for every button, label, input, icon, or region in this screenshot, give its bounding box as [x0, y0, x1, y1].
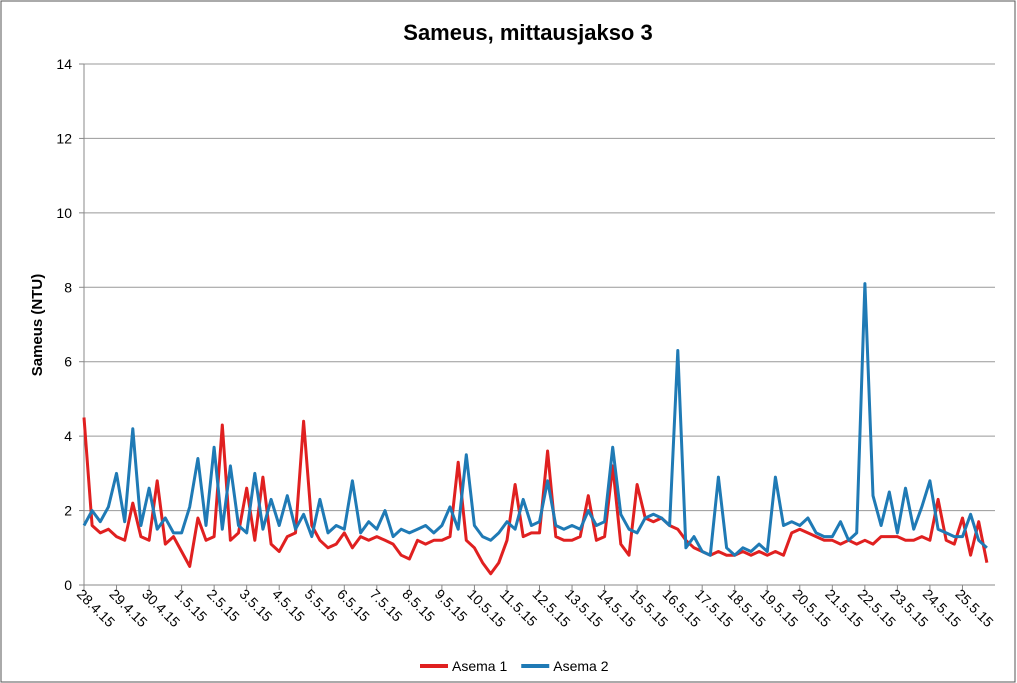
y-tick-label: 4	[64, 428, 72, 444]
y-tick-label: 0	[64, 577, 72, 593]
y-tick-label: 2	[64, 503, 72, 519]
chart-title: Sameus, mittausjakso 3	[403, 20, 652, 45]
y-tick-label: 10	[56, 205, 72, 221]
legend-label: Asema 2	[553, 658, 608, 674]
y-tick-label: 6	[64, 354, 72, 370]
series-line	[82, 417, 989, 576]
y-axis-title: Sameus (NTU)	[29, 274, 46, 377]
y-tick-label: 8	[64, 279, 72, 295]
legend-label: Asema 1	[452, 658, 507, 674]
y-tick-label: 14	[56, 56, 72, 72]
y-tick-label: 12	[56, 130, 72, 146]
series-line	[82, 282, 988, 557]
